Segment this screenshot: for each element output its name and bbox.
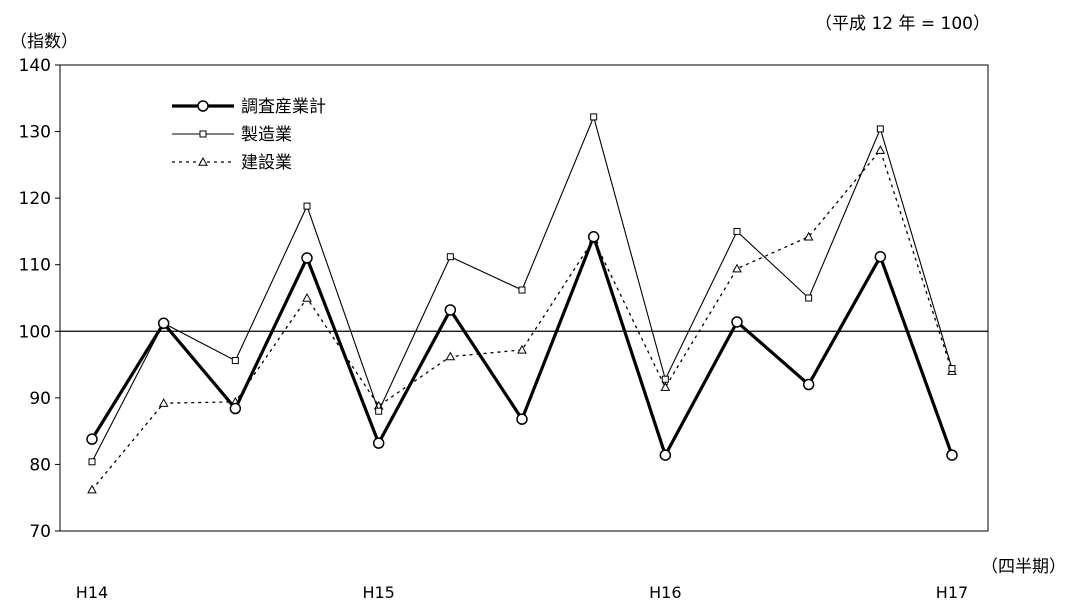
legend-label: 建設業 — [241, 153, 292, 173]
y-tick-label: 120 — [19, 189, 51, 209]
x-tick-labels: H14 H15 H16 H17 — [76, 583, 968, 602]
data-point-circle — [444, 304, 457, 316]
x-tick-label: H16 — [649, 583, 681, 602]
y-tick-label: 110 — [19, 256, 51, 276]
series-group — [86, 113, 958, 494]
data-point-circle — [372, 437, 385, 449]
data-point-circle — [587, 231, 600, 243]
data-point-square — [88, 458, 96, 466]
y-tick-label: 130 — [19, 123, 51, 143]
data-point-triangle — [87, 484, 97, 494]
data-point-square — [199, 130, 207, 138]
data-point-triangle — [517, 344, 527, 354]
data-point-triangle — [158, 398, 169, 407]
series-line — [91, 148, 953, 491]
data-point-circle — [516, 413, 528, 425]
data-point-square — [805, 294, 813, 302]
data-point-circle — [731, 316, 743, 328]
data-point-square — [446, 253, 454, 261]
data-point-circle — [874, 250, 887, 263]
series-2 — [88, 113, 956, 466]
data-point-square — [231, 357, 239, 365]
y-tick-label: 100 — [19, 322, 51, 342]
series-3 — [87, 145, 957, 494]
data-point-square — [518, 286, 526, 294]
data-point-square — [303, 202, 311, 210]
x-axis-title: （四半期） — [981, 557, 1066, 577]
data-point-triangle — [875, 145, 886, 154]
legend-label: 製造業 — [241, 125, 292, 145]
data-point-triangle — [803, 231, 814, 241]
y-tick-label: 90 — [29, 389, 51, 409]
data-point-square — [590, 113, 598, 121]
series-1 — [86, 231, 958, 461]
legend-item: 調査産業計 — [172, 97, 326, 117]
data-point-circle — [946, 449, 958, 461]
data-point-square — [876, 125, 884, 133]
data-point-square — [661, 375, 669, 383]
y-axis-title: （指数） — [10, 32, 78, 52]
data-point-square — [948, 365, 956, 373]
data-point-triangle — [198, 156, 208, 166]
plot-area-frame — [59, 64, 989, 532]
data-point-circle — [802, 378, 815, 391]
axes — [59, 64, 989, 532]
y-tick-label: 80 — [29, 455, 51, 475]
data-point-triangle — [660, 382, 671, 391]
data-point-triangle — [302, 292, 312, 302]
base-note: （平成 12 年 = 100） — [815, 14, 990, 34]
data-point-square — [375, 407, 383, 415]
data-point-circle — [157, 317, 170, 330]
legend-item: 建設業 — [172, 153, 292, 173]
y-tick-label: 140 — [19, 56, 51, 76]
x-tick-label: H15 — [362, 583, 394, 602]
legend-item: 製造業 — [172, 125, 292, 145]
legend-label: 調査産業計 — [241, 97, 326, 117]
data-point-circle — [659, 449, 672, 461]
x-tick-label: H14 — [76, 583, 108, 602]
data-point-triangle — [445, 351, 456, 361]
data-point-square — [733, 227, 741, 235]
x-tick-label: H17 — [936, 583, 968, 602]
data-point-circle — [301, 252, 313, 264]
y-tick-label: 70 — [29, 522, 51, 542]
data-point-circle — [197, 100, 209, 112]
data-point-circle — [229, 402, 242, 415]
data-point-circle — [86, 433, 98, 445]
y-tick-labels: 70 80 90 100 110 120 130 140 — [19, 56, 60, 542]
data-point-triangle — [732, 263, 742, 273]
